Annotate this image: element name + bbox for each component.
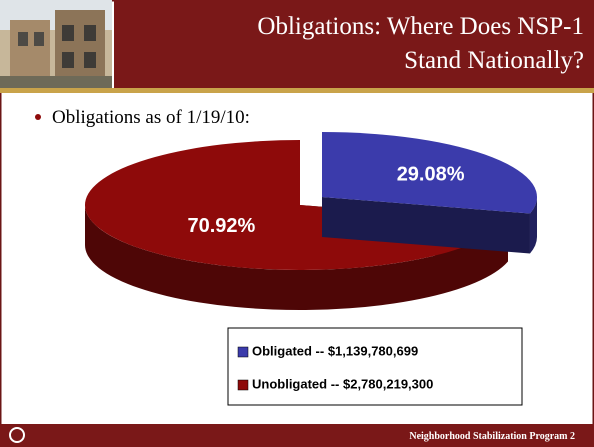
legend-items: Obligated -- $1,139,780,699 Unobligated -… — [237, 343, 433, 391]
slice-label: 29.08% — [397, 163, 465, 185]
legend-label: Unobligated -- $2,780,219,300 — [252, 376, 433, 391]
slice-side — [85, 205, 508, 310]
divider — [0, 88, 594, 93]
legend-swatch — [237, 346, 249, 358]
title-line: Stand Nationally? — [404, 47, 584, 74]
title-line: Obligations: Where Does NSP-1 — [257, 13, 584, 40]
legend — [227, 327, 523, 406]
slice-cut — [322, 197, 530, 254]
legend-label: Obligated -- $1,139,780,699 — [252, 343, 418, 358]
title-bar — [114, 0, 594, 88]
bullet-dot — [35, 114, 41, 120]
footer-text: Neighborhood Stabilization Program 2 — [409, 431, 575, 442]
header-photo — [0, 0, 112, 88]
legend-swatch — [237, 379, 249, 391]
slice-side — [529, 197, 537, 254]
slice — [322, 132, 537, 214]
footer-bar — [0, 424, 594, 447]
footer-logo — [9, 427, 25, 443]
slice-label: 70.92% — [187, 215, 255, 237]
bullet: Obligations as of 1/19/10: — [52, 107, 250, 128]
pie: 70.92% 29.08% — [85, 132, 537, 310]
